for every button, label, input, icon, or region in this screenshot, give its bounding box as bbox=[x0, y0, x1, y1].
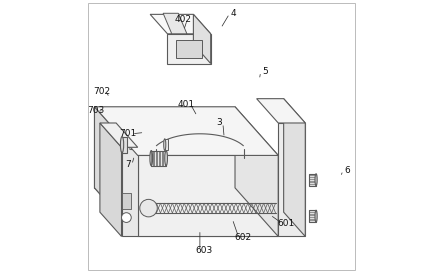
Polygon shape bbox=[122, 136, 128, 153]
Text: 703: 703 bbox=[87, 106, 105, 115]
Polygon shape bbox=[121, 193, 131, 209]
Text: 603: 603 bbox=[195, 246, 213, 255]
Polygon shape bbox=[165, 139, 168, 150]
Text: 5: 5 bbox=[262, 67, 268, 76]
Polygon shape bbox=[194, 14, 211, 64]
Polygon shape bbox=[309, 174, 316, 186]
Text: 702: 702 bbox=[93, 87, 111, 96]
Text: 602: 602 bbox=[234, 233, 251, 242]
Polygon shape bbox=[309, 210, 316, 222]
Polygon shape bbox=[163, 13, 187, 34]
Polygon shape bbox=[150, 14, 211, 34]
Polygon shape bbox=[100, 123, 138, 147]
Polygon shape bbox=[235, 107, 278, 236]
Text: 402: 402 bbox=[175, 15, 192, 24]
Polygon shape bbox=[94, 107, 235, 188]
Polygon shape bbox=[278, 123, 305, 236]
Text: 701: 701 bbox=[119, 129, 136, 138]
Circle shape bbox=[121, 213, 131, 222]
Ellipse shape bbox=[120, 136, 124, 153]
Polygon shape bbox=[256, 99, 305, 123]
Text: 7: 7 bbox=[125, 160, 131, 169]
Ellipse shape bbox=[150, 150, 152, 166]
Text: 601: 601 bbox=[278, 219, 295, 228]
Polygon shape bbox=[284, 99, 305, 236]
Polygon shape bbox=[94, 107, 138, 236]
Polygon shape bbox=[167, 34, 211, 64]
Polygon shape bbox=[151, 150, 166, 166]
Circle shape bbox=[140, 199, 157, 217]
Polygon shape bbox=[94, 107, 278, 155]
Ellipse shape bbox=[163, 139, 166, 150]
Polygon shape bbox=[94, 188, 278, 236]
Ellipse shape bbox=[165, 150, 167, 166]
Polygon shape bbox=[100, 123, 121, 236]
Polygon shape bbox=[138, 155, 278, 236]
Ellipse shape bbox=[315, 210, 317, 222]
Polygon shape bbox=[176, 40, 202, 58]
Text: 6: 6 bbox=[344, 166, 350, 175]
Text: 401: 401 bbox=[178, 100, 195, 109]
Ellipse shape bbox=[315, 174, 317, 186]
Polygon shape bbox=[121, 147, 138, 236]
Text: 3: 3 bbox=[216, 118, 222, 127]
Text: 4: 4 bbox=[231, 9, 237, 18]
